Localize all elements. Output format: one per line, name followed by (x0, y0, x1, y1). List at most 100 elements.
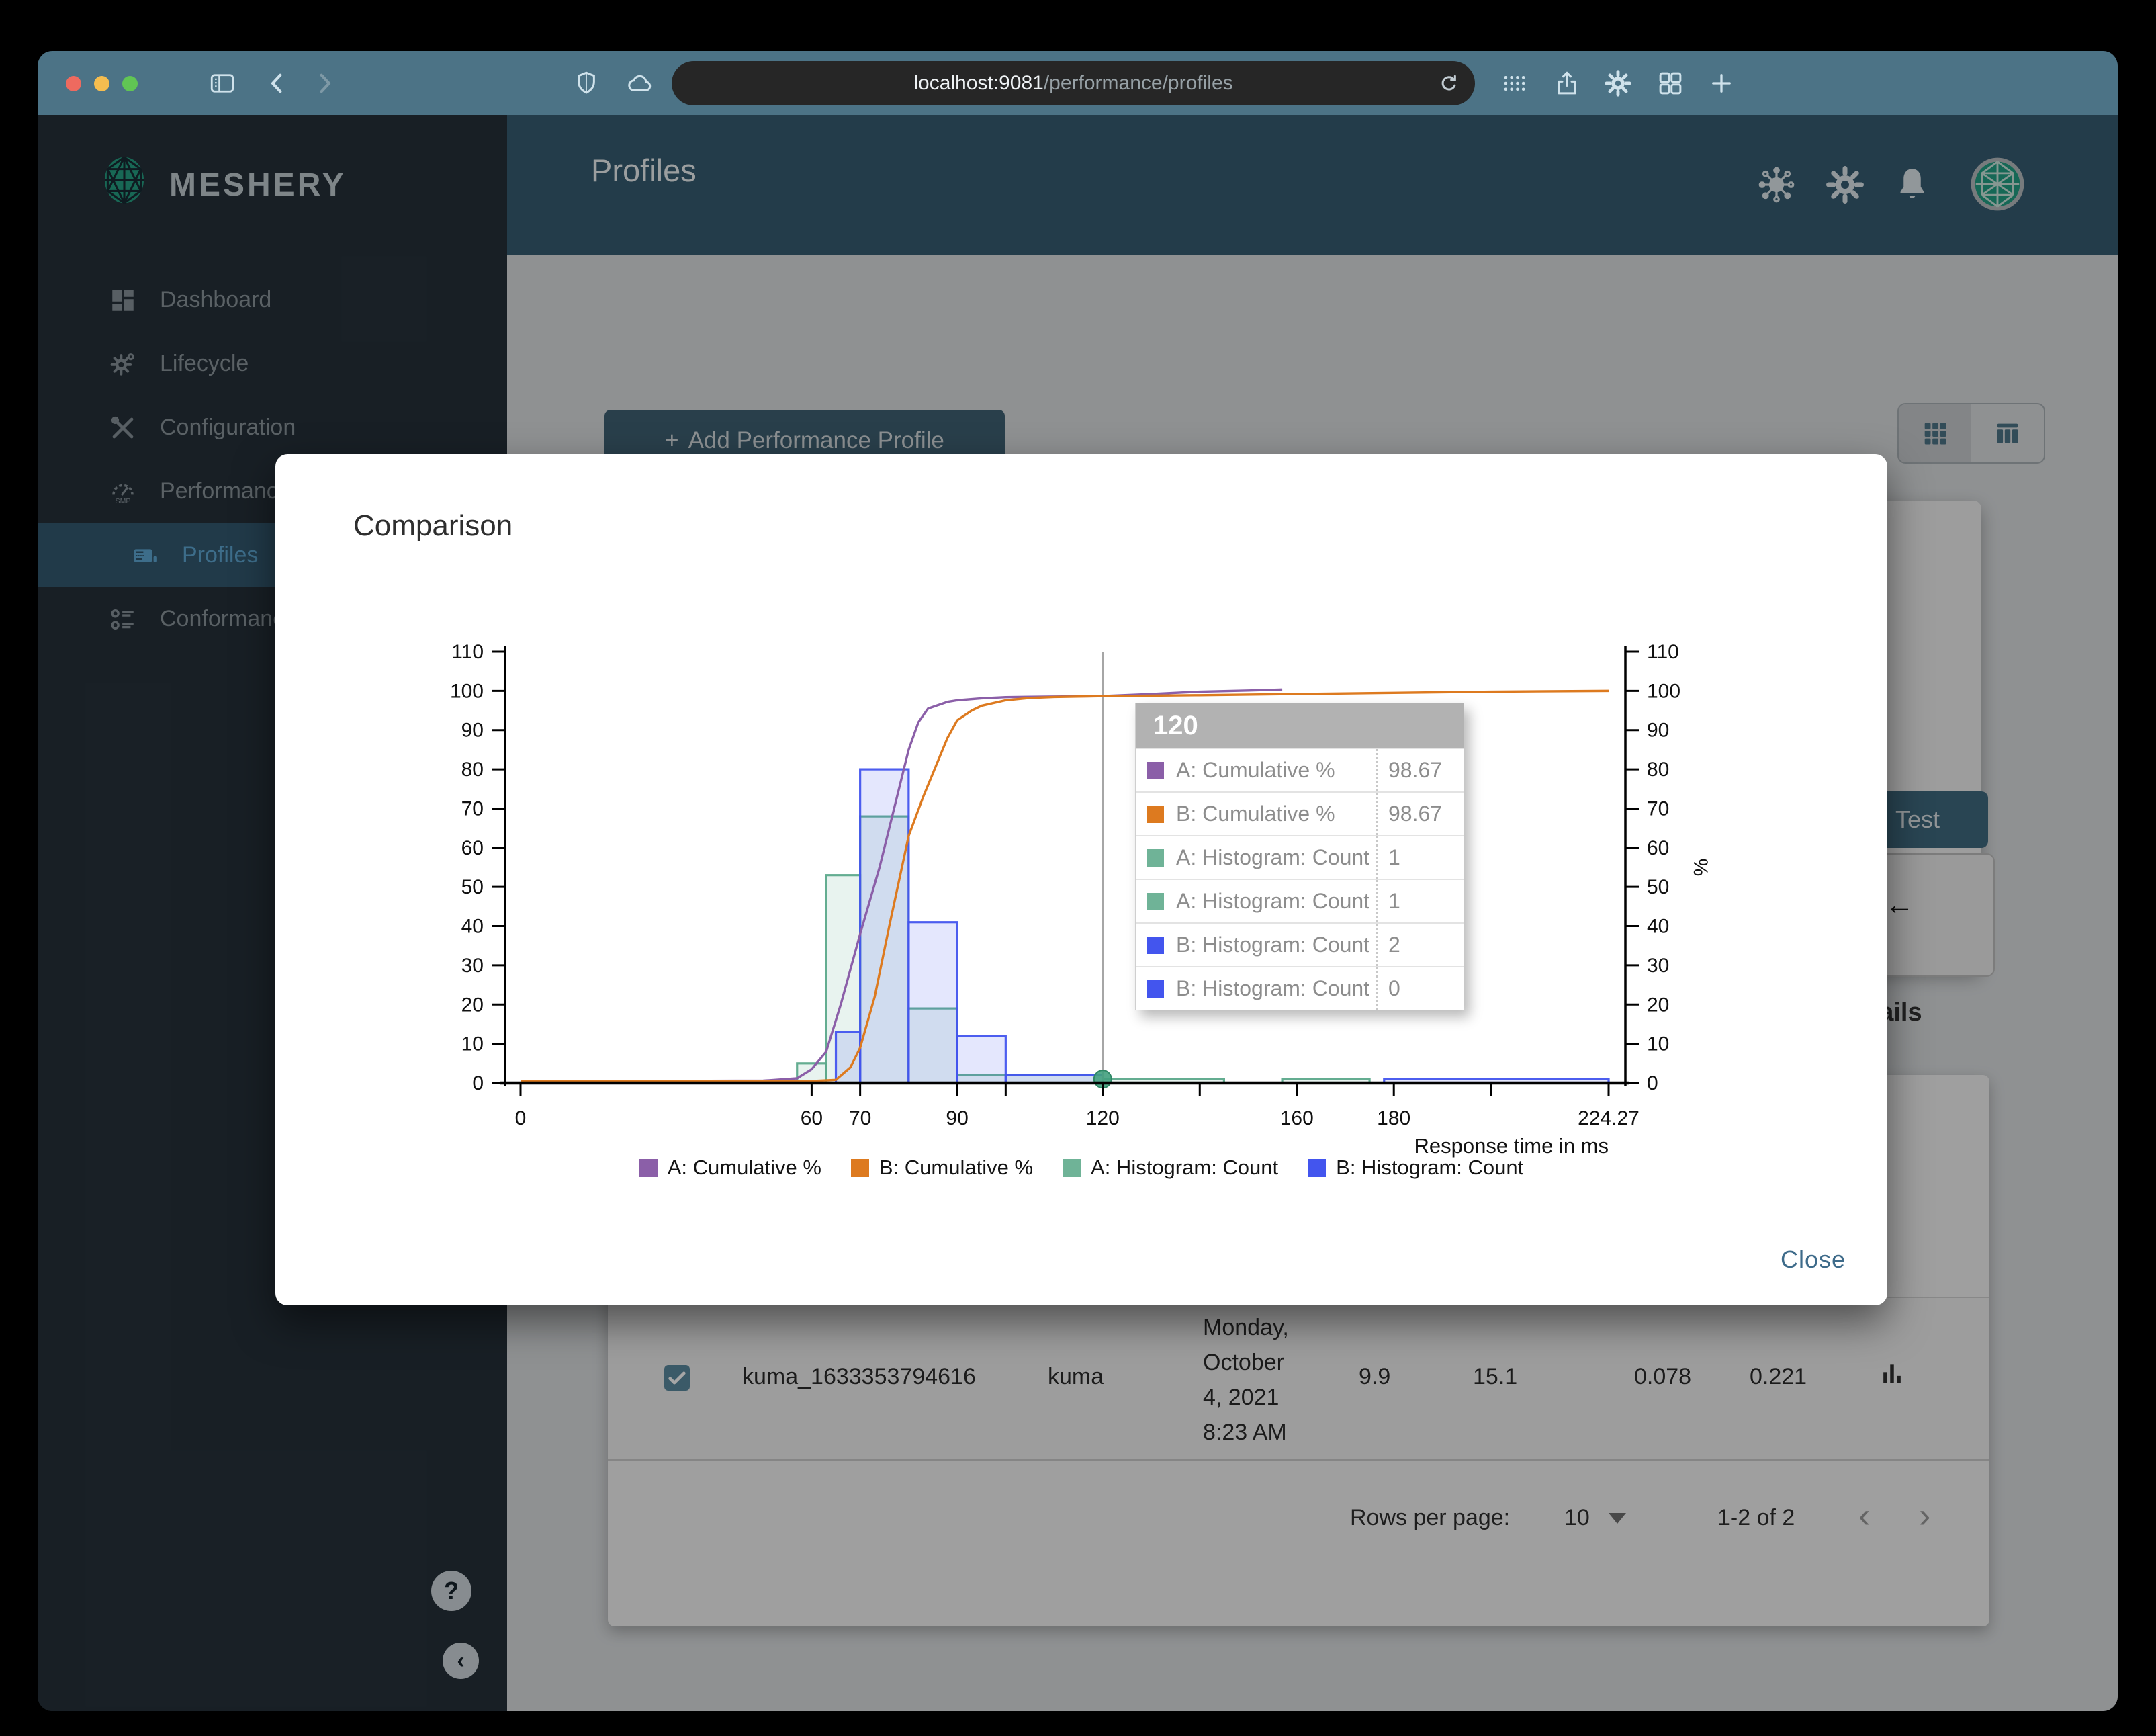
svg-text:90: 90 (946, 1107, 968, 1129)
dashboard-icon (109, 286, 137, 314)
legend-item[interactable]: A: Histogram: Count (1063, 1156, 1278, 1180)
extensions-grid-icon[interactable] (1500, 69, 1529, 97)
table-row[interactable]: kuma_1633353794616 kuma Monday, October … (608, 1297, 1989, 1461)
svg-text:SMP: SMP (116, 497, 131, 505)
svg-text:0: 0 (472, 1072, 484, 1094)
meshery-logo-icon (97, 153, 152, 217)
tooltip-series-label: B: Cumulative % (1176, 801, 1335, 826)
svg-text:50: 50 (1647, 876, 1669, 898)
view-chart-icon[interactable] (1877, 1360, 1907, 1389)
tooltip-row: A: Histogram: Count 1 (1136, 835, 1464, 879)
new-tab-icon[interactable] (1707, 69, 1736, 97)
sidebar-item-configuration[interactable]: Configuration (38, 396, 578, 460)
tooltip-series-label: A: Histogram: Count (1176, 845, 1370, 869)
rows-per-page-select[interactable]: 10 (1564, 1505, 1590, 1530)
svg-text:224.27: 224.27 (1578, 1107, 1640, 1129)
svg-text:50: 50 (461, 876, 484, 898)
sidebar-item-label: Lifecycle (160, 351, 249, 376)
next-page-icon[interactable]: › (1919, 1496, 1931, 1535)
settings-icon[interactable] (1825, 165, 1865, 205)
row-mesh: kuma (1048, 1364, 1104, 1389)
back-arrow-icon[interactable]: ← (1885, 888, 1914, 921)
browser-settings-icon[interactable] (1604, 69, 1632, 97)
sidebar-item-lifecycle[interactable]: Lifecycle (38, 332, 578, 396)
rows-per-page-label: Rows per page: (1350, 1505, 1511, 1530)
page-title: Profiles (591, 153, 697, 188)
notifications-icon[interactable] (1892, 165, 1932, 205)
share-icon[interactable] (1553, 69, 1581, 97)
brand-name: MESHERY (169, 167, 347, 203)
series-swatch (1147, 936, 1164, 954)
sidebar-item-label: Performance (160, 478, 291, 504)
svg-text:90: 90 (1647, 720, 1669, 742)
performance-icon: SMP (109, 478, 137, 506)
close-button[interactable]: Close (1780, 1246, 1846, 1273)
svg-text:40: 40 (1647, 916, 1669, 938)
back-icon[interactable] (263, 69, 291, 97)
configuration-icon (109, 414, 137, 442)
tooltip-row: A: Histogram: Count 1 (1136, 879, 1464, 922)
svg-text:180: 180 (1377, 1107, 1410, 1129)
browser-window: localhost:9081/performance/profiles MESH… (38, 51, 2118, 1711)
url-bar[interactable]: localhost:9081/performance/profiles (672, 61, 1475, 105)
svg-text:Response time in ms: Response time in ms (1414, 1134, 1609, 1158)
series-swatch (1147, 805, 1164, 823)
collapse-sidebar-button[interactable]: ‹ (443, 1643, 479, 1679)
url-path: /performance/profiles (1043, 72, 1233, 94)
svg-text:110: 110 (451, 641, 484, 663)
sidebar-item-performance[interactable]: SMP Performance (38, 460, 578, 523)
svg-text:60: 60 (801, 1107, 823, 1129)
tooltip-series-value: 98.67 (1376, 793, 1464, 835)
tooltip-header: 120 (1136, 703, 1464, 748)
legend-item[interactable]: B: Cumulative % (850, 1156, 1034, 1180)
avatar[interactable] (1969, 155, 2026, 213)
forward-icon[interactable] (310, 69, 339, 97)
profiles-icon (131, 541, 159, 570)
svg-text:120: 120 (1086, 1107, 1120, 1129)
legend-swatch-icon (850, 1158, 869, 1177)
close-window-button[interactable] (66, 76, 81, 91)
sidebar-item-dashboard[interactable]: Dashboard (38, 268, 578, 332)
sidebar-item-conformance[interactable]: Conformance (38, 587, 578, 651)
plus-icon: + (665, 427, 679, 453)
tooltip-series-label: A: Histogram: Count (1176, 889, 1370, 913)
table-view-button[interactable] (1971, 404, 2044, 462)
help-button[interactable]: ? (431, 1571, 471, 1611)
row-p50: 0.078 (1634, 1364, 1692, 1389)
prev-page-icon[interactable]: ‹ (1858, 1496, 1871, 1535)
mesh-adapters-icon[interactable] (1756, 165, 1797, 205)
sidebar-toggle-icon[interactable] (208, 69, 236, 97)
view-toggle (1897, 403, 2045, 464)
table-view-icon (1992, 418, 2023, 449)
grid-view-button[interactable] (1899, 404, 1971, 462)
series-swatch (1147, 980, 1164, 998)
zoom-window-button[interactable] (122, 76, 138, 91)
svg-text:110: 110 (1647, 641, 1679, 663)
dropdown-caret-icon[interactable] (1609, 1513, 1626, 1524)
legend-label: B: Cumulative % (879, 1156, 1034, 1179)
svg-text:60: 60 (1647, 837, 1669, 859)
row-checkbox[interactable] (664, 1365, 690, 1391)
svg-text:80: 80 (1647, 758, 1669, 781)
svg-text:160: 160 (1280, 1107, 1314, 1129)
row-duration: 15.1 (1473, 1364, 1518, 1389)
svg-text:70: 70 (849, 1107, 871, 1129)
tab-overview-icon[interactable] (1656, 69, 1685, 97)
page-range: 1-2 of 2 (1717, 1505, 1795, 1530)
minimize-window-button[interactable] (94, 76, 109, 91)
chart-legend: A: Cumulative % B: Cumulative % A: Histogr… (275, 1156, 1887, 1180)
brand-row[interactable]: MESHERY (38, 115, 507, 255)
legend-item[interactable]: A: Cumulative % (639, 1156, 821, 1180)
tooltip-series-value: 2 (1376, 924, 1464, 966)
refresh-icon[interactable] (1436, 71, 1462, 97)
icloud-icon[interactable] (626, 69, 654, 97)
legend-item[interactable]: B: Histogram: Count (1308, 1156, 1523, 1180)
grid-view-icon (1920, 418, 1950, 449)
tooltip-series-value: 0 (1376, 967, 1464, 1010)
tooltip-series-value: 1 (1376, 836, 1464, 879)
privacy-shield-icon[interactable] (572, 69, 600, 97)
comparison-modal: Comparison 0 0 10 10 20 20 30 30 40 40 50 50 60 60 70 7… (275, 454, 1887, 1305)
svg-text:80: 80 (461, 758, 484, 781)
tooltip-series-label: B: Histogram: Count (1176, 976, 1370, 1000)
svg-text:90: 90 (461, 720, 484, 742)
